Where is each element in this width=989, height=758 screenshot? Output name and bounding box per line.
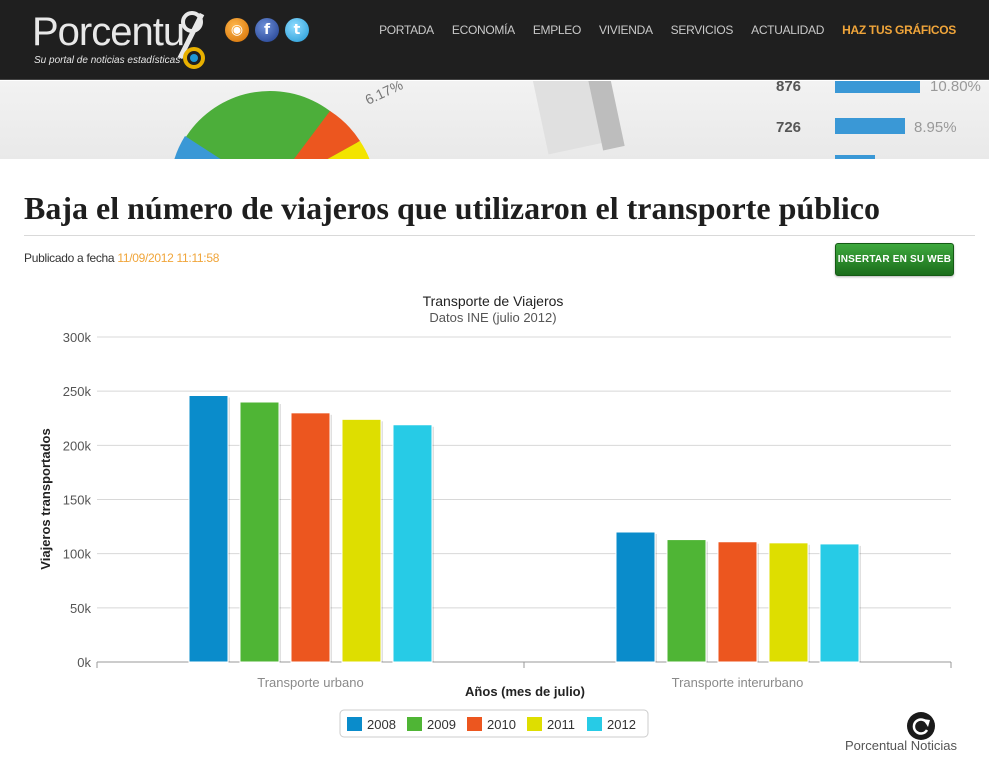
x-category-label-1: Transporte interurbano	[672, 675, 804, 690]
logo-wordmark: Porcentu	[32, 10, 185, 54]
nav-item-2[interactable]: EMPLEO	[532, 23, 582, 37]
logo-tagline: Su portal de noticias estadísticas	[34, 55, 181, 66]
nav-item-4[interactable]: SERVICIOS	[670, 23, 734, 37]
banner-row-2-value: 726	[776, 119, 801, 136]
legend-label-2008: 2008	[367, 717, 396, 732]
bar-1-2008	[615, 531, 656, 663]
top-navigation-bar: Porcentu Su portal de noticias estadísti…	[0, 0, 989, 80]
x-category-label-0: Transporte urbano	[257, 675, 363, 690]
bar-1-2010	[717, 541, 758, 663]
header-banner-image: 6.17% 876 10.80% 726 8.95%	[0, 81, 989, 159]
refresh-icon-bg	[907, 712, 935, 740]
published-date: 11/09/2012 11:11:58	[117, 251, 220, 265]
bar-1-2011	[768, 542, 809, 663]
legend-label-2010: 2010	[487, 717, 516, 732]
article-title: Baja el número de viajeros que utilizaro…	[24, 190, 880, 226]
nav-item-6[interactable]: HAZ TUS GRÁFICOS	[842, 23, 956, 37]
percent-logo-icon	[177, 11, 205, 69]
twitter-icon[interactable]: t	[285, 18, 309, 42]
legend-swatch-2010	[467, 717, 482, 731]
facebook-icon[interactable]: f	[255, 18, 279, 42]
main-nav: PORTADA ECONOMÍA EMPLEO VIVIENDA SERVICIOS AC…	[370, 23, 965, 37]
bar-0-2012	[392, 424, 433, 663]
legend-label-2012: 2012	[607, 717, 636, 732]
chart-title: Transporte de Viajeros	[423, 293, 564, 309]
y-tick-label-1: 50k	[70, 601, 91, 616]
legend-swatch-2009	[407, 717, 422, 731]
refresh-icon-arc	[912, 718, 929, 735]
embed-button[interactable]: INSERTAR EN SU WEB	[835, 243, 954, 276]
bar-0-2009	[239, 401, 280, 663]
y-tick-label-6: 300k	[63, 330, 92, 345]
legend-label-2009: 2009	[427, 717, 456, 732]
y-tick-label-2: 100k	[63, 547, 92, 562]
bar-0-2010	[290, 412, 331, 663]
bar-0-2008	[188, 395, 229, 663]
y-tick-label-0: 0k	[77, 655, 91, 670]
nav-item-0[interactable]: PORTADA	[379, 23, 434, 37]
y-tick-label-5: 250k	[63, 384, 92, 399]
site-logo[interactable]: Porcentu Su portal de noticias estadísti…	[32, 10, 212, 72]
banner-row-2-pct: 8.95%	[914, 119, 957, 136]
refresh-icon[interactable]	[907, 712, 935, 740]
banner-illustration: 6.17% 876 10.80% 726 8.95%	[174, 81, 981, 159]
nav-item-1[interactable]: ECONOMÍA	[451, 23, 515, 37]
legend-label-2011: 2011	[547, 717, 575, 732]
y-tick-label-3: 150k	[63, 493, 92, 508]
y-tick-label-4: 200k	[63, 438, 92, 453]
legend-swatch-2012	[587, 717, 602, 731]
nav-item-3[interactable]: VIVIENDA	[599, 23, 653, 37]
y-axis-title: Viajeros transportados	[38, 428, 53, 569]
bar-1-2012	[819, 543, 860, 663]
title-divider	[24, 235, 975, 236]
x-axis-title: Años (mes de julio)	[465, 684, 585, 699]
rss-icon[interactable]: ◉	[225, 18, 249, 42]
chart-subtitle: Datos INE (julio 2012)	[429, 310, 556, 325]
publication-info: Publicado a fecha 11/09/2012 11:11:58	[24, 251, 219, 265]
nav-item-5[interactable]: ACTUALIDAD	[751, 23, 825, 37]
bar-chart: Transporte de Viajeros Datos INE (julio 2…	[0, 285, 989, 758]
banner-row-1-pct: 10.80%	[930, 81, 981, 95]
legend-swatch-2008	[347, 717, 362, 731]
published-label: Publicado a fecha	[24, 251, 115, 265]
banner-pie-label: 6.17%	[363, 81, 406, 108]
banner-row-1-value: 876	[776, 81, 801, 95]
legend-swatch-2011	[527, 717, 542, 731]
chart-credit-link[interactable]: Porcentual Noticias	[845, 738, 957, 753]
bar-1-2009	[666, 539, 707, 663]
bar-0-2011	[341, 418, 382, 663]
refresh-icon-arrow	[923, 719, 930, 727]
